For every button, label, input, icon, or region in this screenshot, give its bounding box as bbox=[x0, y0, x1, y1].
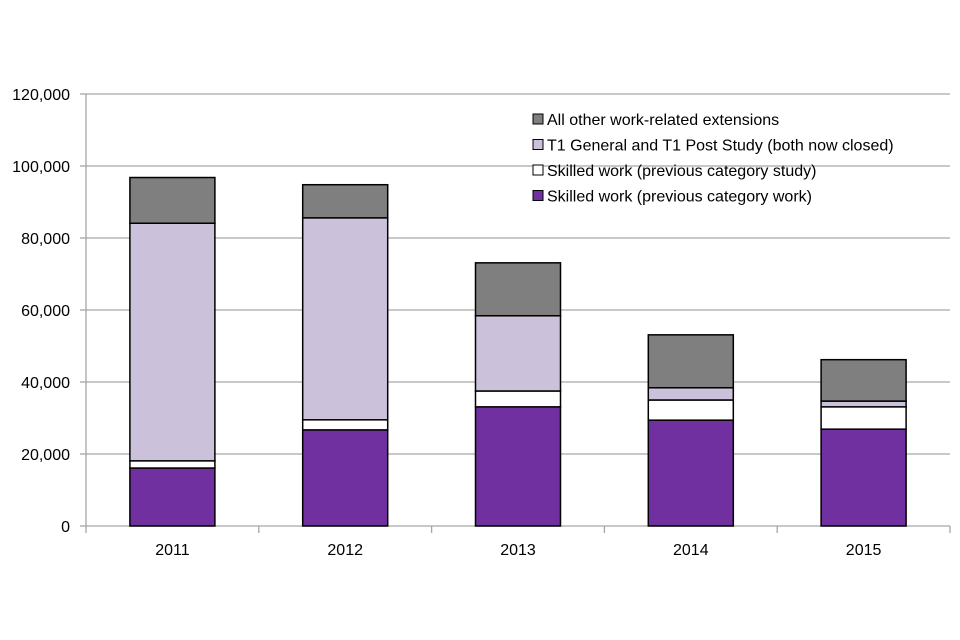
legend-label: Skilled work (previous category study) bbox=[547, 163, 816, 180]
bar-segment bbox=[647, 399, 735, 421]
bar-segment bbox=[820, 428, 907, 527]
bar-segment bbox=[301, 419, 389, 431]
legend-swatch bbox=[532, 139, 544, 150]
bar-segment bbox=[129, 222, 216, 462]
legend-swatch bbox=[532, 164, 544, 176]
bar-segment bbox=[129, 467, 216, 527]
bar-segment bbox=[474, 262, 562, 317]
legend-swatch bbox=[532, 113, 544, 125]
bar-segment bbox=[301, 183, 389, 219]
bar-segment bbox=[301, 217, 389, 421]
legend-label: Skilled work (previous category work) bbox=[547, 189, 812, 206]
bars bbox=[129, 176, 907, 527]
y-tick-label: 20,000 bbox=[21, 447, 70, 464]
bar-segment bbox=[474, 406, 562, 527]
legend-label: All other work-related extensions bbox=[547, 112, 779, 129]
bar-segment bbox=[647, 387, 735, 401]
x-tick-label: 2012 bbox=[327, 542, 363, 559]
x-axis: 2011 2012 2013 2014 2015 bbox=[85, 525, 951, 559]
bar-segment bbox=[129, 460, 216, 469]
bar-segment bbox=[820, 406, 907, 430]
x-tick-label: 2013 bbox=[500, 542, 536, 559]
y-tick-label: 80,000 bbox=[21, 231, 70, 248]
bar-segment bbox=[474, 315, 562, 392]
legend: All other work-related extensions T1 Gene… bbox=[532, 112, 894, 206]
bar-segment bbox=[474, 390, 562, 408]
y-axis: 0 20,000 40,000 60,000 80,000 100,000 120,000 bbox=[12, 87, 87, 536]
bar-segment bbox=[820, 358, 907, 402]
bar-segment bbox=[820, 400, 907, 408]
bar-segment bbox=[301, 429, 389, 527]
bar-segment bbox=[647, 419, 735, 527]
bar-segment bbox=[647, 334, 735, 389]
y-tick-label: 60,000 bbox=[21, 303, 70, 320]
y-tick-label: 0 bbox=[61, 519, 70, 536]
y-tick-label: 120,000 bbox=[12, 87, 70, 104]
x-tick-label: 2014 bbox=[673, 542, 709, 559]
x-tick-label: 2011 bbox=[155, 542, 190, 559]
x-tick-label: 2015 bbox=[846, 542, 882, 559]
y-tick-label: 100,000 bbox=[12, 159, 70, 176]
bar-segment bbox=[129, 176, 216, 224]
y-tick-label: 40,000 bbox=[21, 375, 70, 392]
legend-label: T1 General and T1 Post Study (both now c… bbox=[547, 138, 894, 155]
legend-swatch bbox=[532, 190, 544, 201]
